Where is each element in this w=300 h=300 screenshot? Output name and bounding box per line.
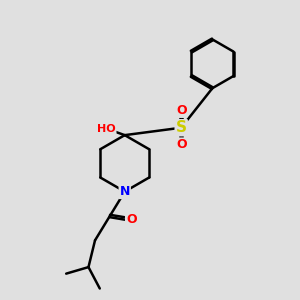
Text: N: N [119, 185, 130, 198]
Text: S: S [176, 120, 187, 135]
Text: O: O [126, 213, 136, 226]
Text: O: O [176, 138, 187, 152]
Text: O: O [176, 104, 187, 117]
Text: HO: HO [97, 124, 116, 134]
